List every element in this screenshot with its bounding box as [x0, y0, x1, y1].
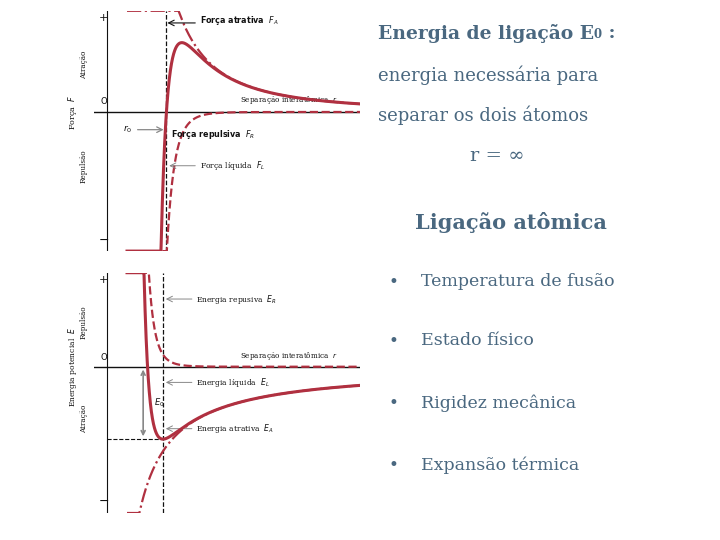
Text: Separação interatômica  $r$: Separação interatômica $r$ — [240, 94, 338, 106]
Text: O: O — [100, 97, 107, 106]
Text: Energia potencial  $E$: Energia potencial $E$ — [66, 327, 79, 407]
Text: Energia de ligação E: Energia de ligação E — [378, 24, 594, 43]
Text: Rigidez mecânica: Rigidez mecânica — [421, 394, 576, 411]
Text: r = ∞: r = ∞ — [469, 147, 524, 165]
Text: $E_0$: $E_0$ — [154, 397, 165, 409]
Text: Expansão térmica: Expansão térmica — [421, 456, 580, 474]
Text: Energia atrativa  $E_A$: Energia atrativa $E_A$ — [197, 422, 274, 435]
Text: :: : — [602, 24, 616, 42]
Text: −: − — [99, 495, 109, 508]
Text: •: • — [389, 332, 399, 350]
Text: Ligação atômica: Ligação atômica — [415, 212, 607, 233]
Text: •: • — [389, 394, 399, 412]
Text: energia necessária para: energia necessária para — [378, 66, 598, 85]
Text: Atração: Atração — [80, 405, 88, 433]
Text: +: + — [99, 275, 108, 285]
Text: separar os dois átomos: separar os dois átomos — [378, 105, 588, 125]
Text: Separação interatômica  $r$: Separação interatômica $r$ — [240, 350, 338, 362]
Text: $\mathbf{Força\ repulsiva}$  $F_R$: $\mathbf{Força\ repulsiva}$ $F_R$ — [171, 127, 256, 140]
Text: Repulsão: Repulsão — [80, 149, 88, 183]
Text: −: − — [99, 233, 109, 246]
Text: Energia repusiva  $E_R$: Energia repusiva $E_R$ — [197, 293, 277, 306]
Text: $r_0$: $r_0$ — [123, 124, 132, 136]
Text: Atração: Atração — [80, 50, 88, 79]
Text: O: O — [100, 353, 107, 362]
Text: •: • — [389, 273, 399, 291]
Text: 0: 0 — [593, 28, 601, 41]
Text: Força líquida  $F_L$: Força líquida $F_L$ — [200, 159, 265, 172]
Text: $\mathbf{Força\ atrativa}$  $F_A$: $\mathbf{Força\ atrativa}$ $F_A$ — [200, 15, 279, 28]
Text: Energia líquida  $E_L$: Energia líquida $E_L$ — [197, 376, 270, 389]
Text: •: • — [389, 456, 399, 474]
Text: +: + — [99, 13, 108, 23]
Text: Repulsão: Repulsão — [80, 306, 88, 339]
Text: Estado físico: Estado físico — [421, 332, 534, 349]
Text: Temperatura de fusão: Temperatura de fusão — [421, 273, 615, 289]
Text: Força  $F$: Força $F$ — [66, 94, 79, 130]
